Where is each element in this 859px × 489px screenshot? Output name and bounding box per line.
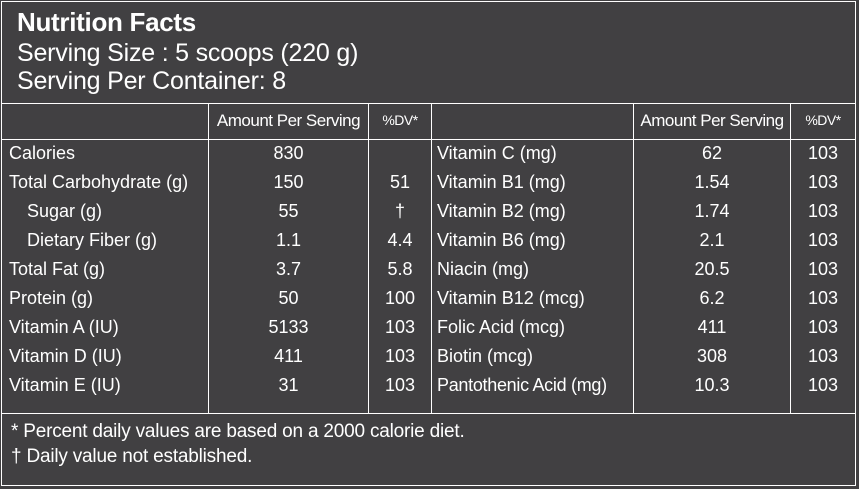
nutrient-amount: 2.1 [699,230,725,250]
serving-size: Serving Size : 5 scoops (220 g) [17,39,359,67]
nutrient-amount: 150 [273,172,304,192]
nutrient-dv: 103 [384,375,416,395]
nutrient-amount: 830 [273,143,304,163]
left-amount-header: Amount Per Serving [216,111,361,130]
nutrient-amount: 5133 [268,317,309,337]
nutrient-amount: 10.3 [694,375,730,395]
nutrient-amount: 411 [697,317,727,337]
servings-per-container: Serving Per Container: 8 [17,67,286,95]
nutrient-name: Niacin (mg) [437,259,530,279]
nutrient-amount: 1.1 [275,230,302,250]
nutrient-name: Vitamin B6 (mg) [437,230,566,250]
label-title: Nutrition Facts [17,7,196,37]
nutrient-dv: 103 [807,375,839,395]
nutrient-dv: 51 [389,172,411,192]
nutrient-dv: 103 [807,259,839,279]
left-dv-header: %DV* [382,112,418,128]
nutrient-amount: 20.5 [694,259,730,279]
nutrient-dv: † [394,201,405,221]
header-divider [2,103,855,104]
nutrient-amount: 55 [278,201,299,221]
nutrient-name: Vitamin A (IU) [9,317,119,337]
nutrient-amount: 1.54 [694,172,730,192]
nutrient-name: Total Carbohydrate (g) [9,172,189,192]
nutrient-name: Vitamin E (IU) [9,375,121,395]
nutrient-amount: 6.2 [699,288,725,308]
footnote-percent: * Percent daily values are based on a 20… [11,421,465,442]
nutrient-name: Folic Acid (mcg) [437,317,566,337]
nutrient-name: Vitamin B2 (mg) [437,201,566,221]
nutrient-name: Vitamin C (mg) [437,143,557,163]
nutrient-amount: 62 [701,143,723,163]
label-header: Nutrition Facts Serving Size : 5 scoops … [2,2,855,104]
nutrient-dv: 103 [807,172,839,192]
nutrient-name: Calories [9,143,76,163]
nutrient-amount: 1.74 [694,201,730,221]
nutrient-dv: 103 [807,201,839,221]
nutrient-name: Vitamin B12 (mcg) [437,288,585,308]
nutrient-name: Total Fat (g) [9,259,106,279]
nutrient-amount: 31 [278,375,299,395]
nutrient-amount: 308 [696,346,728,366]
footer-divider [2,413,855,414]
nutrient-amount: 411 [274,346,303,366]
column-divider [431,103,432,413]
nutrient-name: Pantothenic Acid (mg) [437,375,607,395]
column-divider [368,103,369,413]
right-amount-header: Amount Per Serving [640,111,784,130]
nutrient-dv: 100 [384,288,416,308]
nutrient-dv: 103 [384,346,416,366]
footnote-dagger: † Daily value not established. [11,446,253,467]
nutrient-name: Vitamin D (IU) [9,346,122,366]
nutrient-name: Biotin (mcg) [437,346,534,366]
nutrient-amount: 50 [278,288,299,308]
nutrient-dv: 103 [384,317,416,337]
nutrient-dv: 103 [807,346,839,366]
nutrient-dv: 103 [807,288,839,308]
column-divider [208,103,209,413]
nutrient-dv: 5.8 [387,259,413,279]
nutrient-name: Protein (g) [9,288,94,308]
nutrient-dv: 103 [807,317,839,337]
nutrient-name: Sugar (g) [27,201,103,221]
column-header-divider [2,139,855,140]
nutrient-amount: 3.7 [275,259,302,279]
nutrient-dv: 103 [807,143,839,163]
nutrient-name: Vitamin B1 (mg) [437,172,566,192]
nutrient-dv: 103 [807,230,839,250]
column-divider [633,103,634,413]
nutrient-name: Dietary Fiber (g) [27,230,158,250]
nutrient-dv: 4.4 [387,230,413,250]
column-divider [790,103,791,413]
nutrient-dv [369,139,431,168]
right-dv-header: %DV* [805,112,841,128]
